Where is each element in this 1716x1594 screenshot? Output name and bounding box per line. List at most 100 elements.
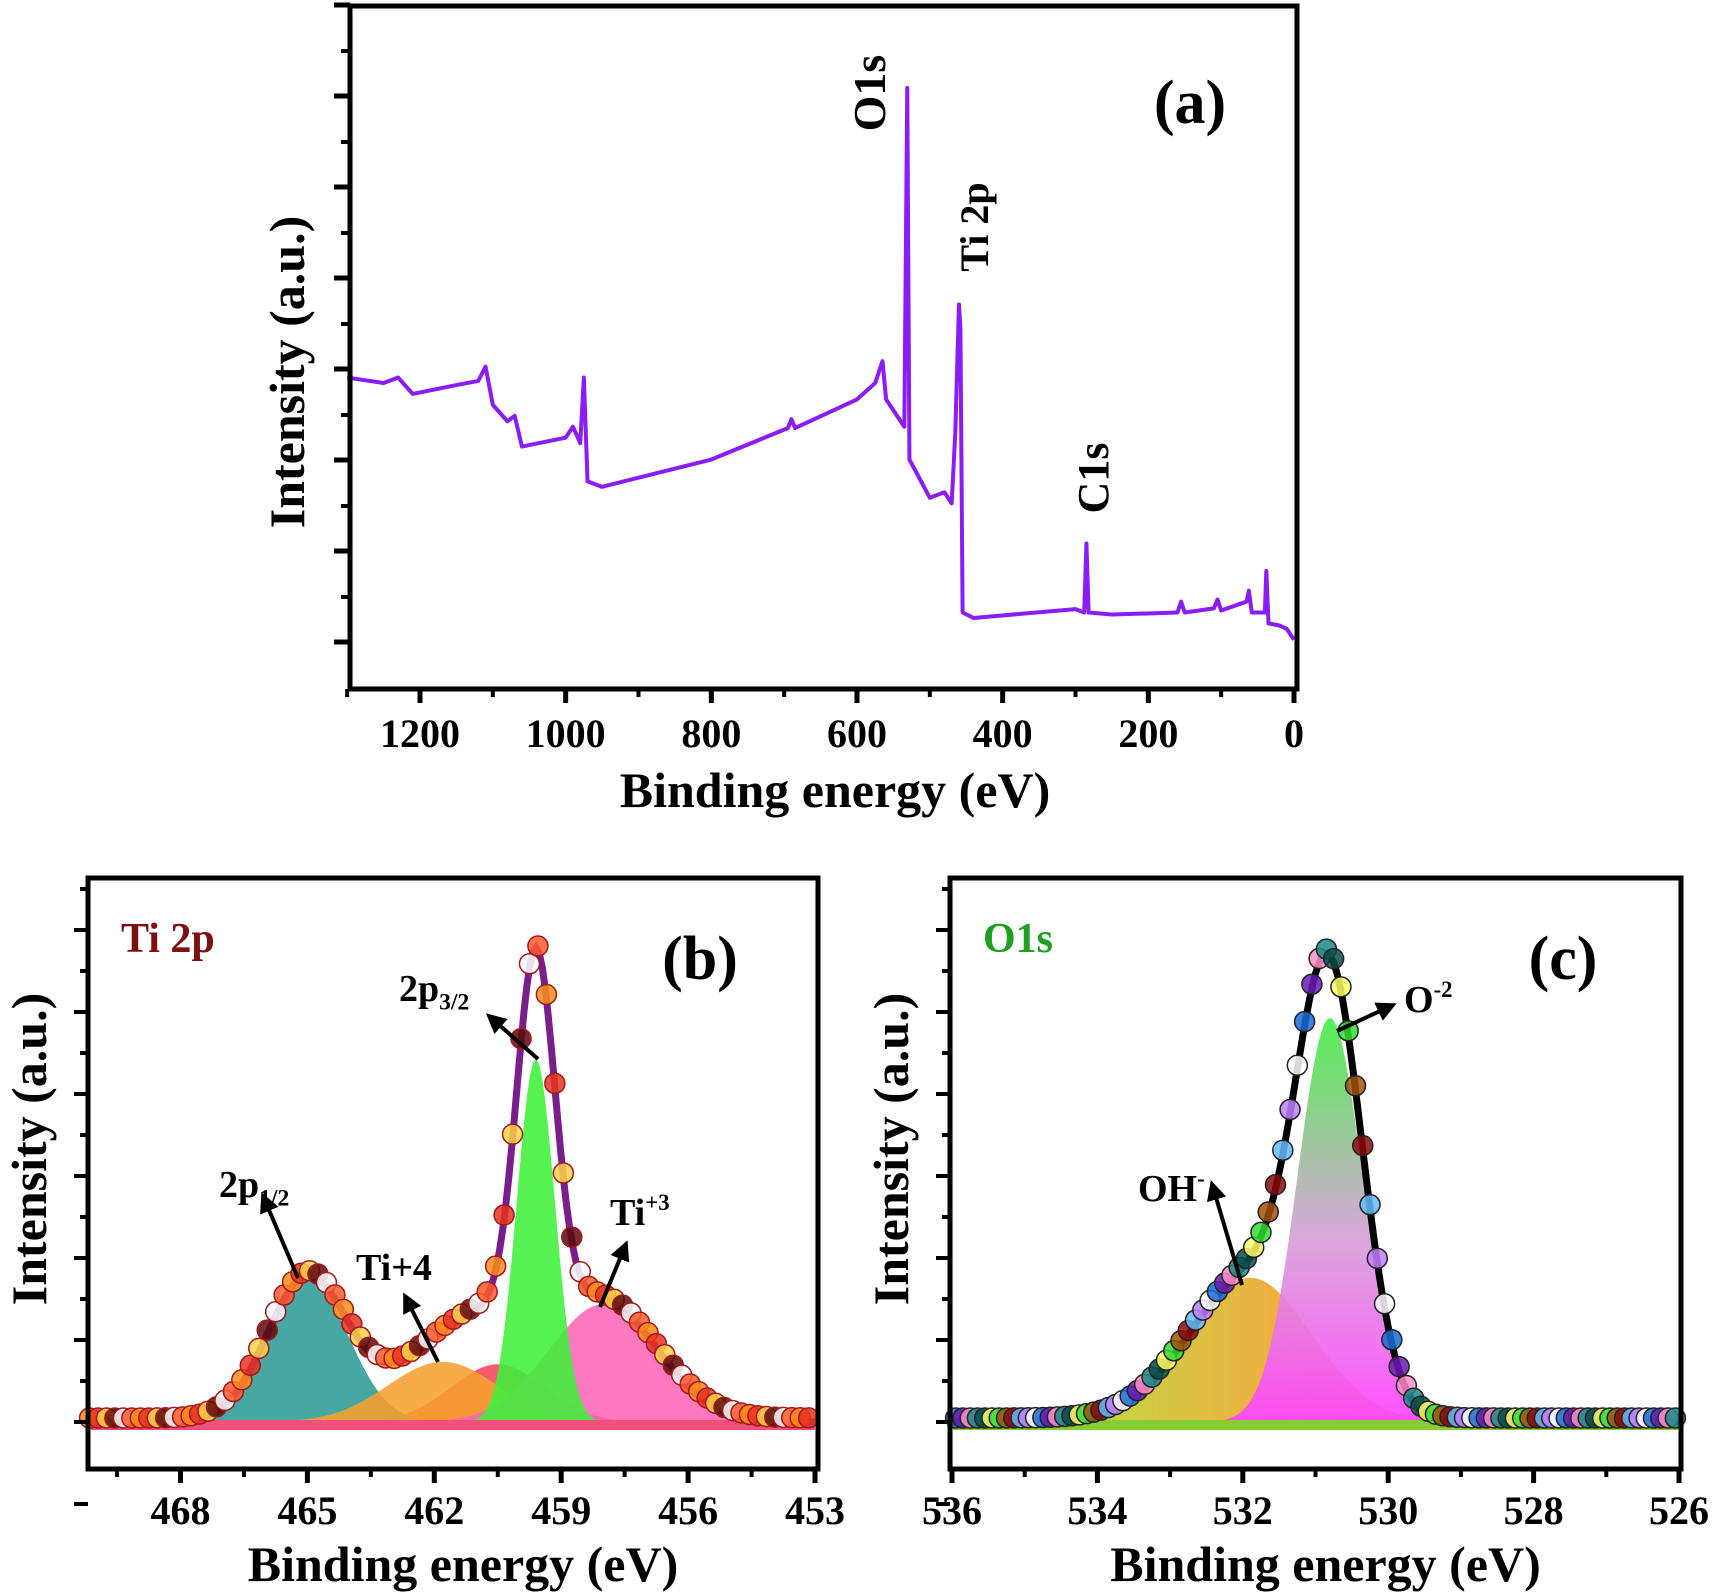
x-tick-label: 532 xyxy=(1213,1488,1273,1533)
annotation-label-main: O xyxy=(1404,979,1434,1021)
annotation-label-subscript: 3/2 xyxy=(439,989,469,1015)
data-point xyxy=(1264,1173,1287,1196)
component-o2 xyxy=(952,1018,1679,1422)
component-ti4 xyxy=(87,1361,815,1422)
panel-title: Ti 2p xyxy=(121,916,215,962)
annotation-label-superscript: - xyxy=(1197,1166,1205,1191)
annotation-arrow xyxy=(260,1192,300,1279)
x-tick-label: 459 xyxy=(531,1488,591,1533)
data-point xyxy=(1272,1139,1294,1161)
annotation-arrow xyxy=(1206,1180,1244,1286)
x-tick-label: 600 xyxy=(827,711,887,756)
y-axis-title: Intensity (a.u.) xyxy=(259,216,315,529)
component-2p12 xyxy=(87,1277,815,1422)
data-point xyxy=(501,1123,524,1145)
annotation-label-superscript: +3 xyxy=(645,1190,669,1215)
baseline xyxy=(953,1420,1678,1430)
peak-label: Ti 2p xyxy=(952,182,997,271)
annotation-label: 2p1/2 xyxy=(219,1164,289,1211)
annotation-arrow xyxy=(1336,1002,1397,1033)
x-tick-label: 526 xyxy=(1649,1488,1709,1533)
data-point xyxy=(1257,1201,1279,1223)
x-tick-label: 1200 xyxy=(380,711,460,756)
annotation-label-subscript: 1/2 xyxy=(259,1185,289,1211)
panel-c-o1s: 536 534 532 530 528 526 Binding energy (eV) Int… xyxy=(863,875,1709,1592)
envelope-fit-line xyxy=(87,941,816,1426)
annotation-label-main: 2p xyxy=(219,1164,259,1206)
data-point xyxy=(1301,973,1323,995)
x-tick-label: 0 xyxy=(1284,711,1304,756)
panel-b-ti2p: 468 465 462 459 456 453 Binding energy (eV) Int… xyxy=(1,875,845,1592)
data-point xyxy=(561,1226,583,1248)
data-point xyxy=(239,1354,262,1377)
plot-frame xyxy=(85,875,821,1472)
annotation-label-main: 2p xyxy=(399,968,439,1010)
data-point xyxy=(1250,1221,1272,1244)
data-point xyxy=(1286,1054,1309,1076)
data-point xyxy=(527,935,549,957)
data-point xyxy=(544,1072,566,1095)
x-tick-label: 453 xyxy=(785,1488,845,1533)
data-point xyxy=(484,1255,507,1277)
data-point xyxy=(256,1319,278,1341)
panel-a-survey: 1200 1000 800 600 400 200 0 Binding energy (eV)… xyxy=(259,2,1304,818)
data-point xyxy=(1279,1098,1301,1121)
data-point xyxy=(1352,1134,1374,1157)
baseline xyxy=(91,1420,815,1430)
data-point xyxy=(493,1204,515,1226)
x-tick-label: 534 xyxy=(1067,1488,1127,1533)
data-point xyxy=(1344,1074,1367,1097)
data-point xyxy=(1359,1193,1381,1216)
y-axis-title: Intensity (a.u.) xyxy=(1,993,57,1306)
peak-label: O1s xyxy=(844,55,895,132)
x-tick-label: 528 xyxy=(1504,1488,1564,1533)
survey-line xyxy=(346,85,1296,641)
annotation-arrow xyxy=(598,1240,630,1308)
annotation-label-main: Ti+4 xyxy=(356,1247,432,1289)
x-tick-label: 468 xyxy=(151,1488,211,1533)
x-tick-label: 800 xyxy=(681,711,741,756)
annotation-label-main: OH xyxy=(1138,1168,1197,1210)
data-point xyxy=(552,1162,575,1184)
peak-label: C1s xyxy=(1069,443,1118,514)
panel-label: (b) xyxy=(662,925,738,993)
y-axis-title: Intensity (a.u.) xyxy=(863,993,919,1306)
x-tick-label: 400 xyxy=(973,711,1033,756)
x-tick-label: 200 xyxy=(1118,711,1178,756)
annotation-arrow xyxy=(403,1292,440,1363)
annotation-label-main: Ti xyxy=(610,1192,645,1234)
data-point xyxy=(1388,1355,1410,1378)
component-ti3 xyxy=(87,1304,815,1422)
data-point xyxy=(1322,947,1345,970)
plot-frame xyxy=(347,3,1300,692)
annotation-arrow xyxy=(485,1013,540,1061)
annotation-label: Ti+3 xyxy=(610,1190,670,1234)
panel-label: (c) xyxy=(1529,925,1598,993)
data-point xyxy=(518,953,541,975)
x-axis-title: Binding energy (eV) xyxy=(248,1536,679,1592)
data-point xyxy=(264,1300,287,1323)
annotation-label: Ti+4 xyxy=(356,1247,432,1289)
data-point xyxy=(1373,1292,1396,1315)
annotation-label: 2p3/2 xyxy=(399,968,469,1015)
annotation-label-superscript: -2 xyxy=(1434,977,1453,1002)
data-point xyxy=(1366,1247,1389,1270)
panel-label: (a) xyxy=(1154,69,1226,137)
data-point xyxy=(1330,976,1352,998)
data-point xyxy=(476,1281,498,1303)
data-point xyxy=(510,1027,532,1050)
x-tick-label: 536 xyxy=(922,1488,982,1533)
data-point xyxy=(1381,1328,1403,1351)
x-axis-title: Binding energy (eV) xyxy=(620,762,1051,818)
annotation-label: O-2 xyxy=(1404,977,1453,1021)
x-axis-title: Binding energy (eV) xyxy=(1110,1536,1541,1592)
x-tick-label: 456 xyxy=(658,1488,718,1533)
panel-title: O1s xyxy=(983,916,1053,962)
annotation-label: OH- xyxy=(1138,1166,1205,1210)
x-tick-label: 462 xyxy=(404,1488,464,1533)
data-point xyxy=(535,983,558,1006)
data-point xyxy=(248,1337,270,1360)
x-tick-label: 465 xyxy=(277,1488,337,1533)
x-tick-label: 530 xyxy=(1358,1488,1418,1533)
